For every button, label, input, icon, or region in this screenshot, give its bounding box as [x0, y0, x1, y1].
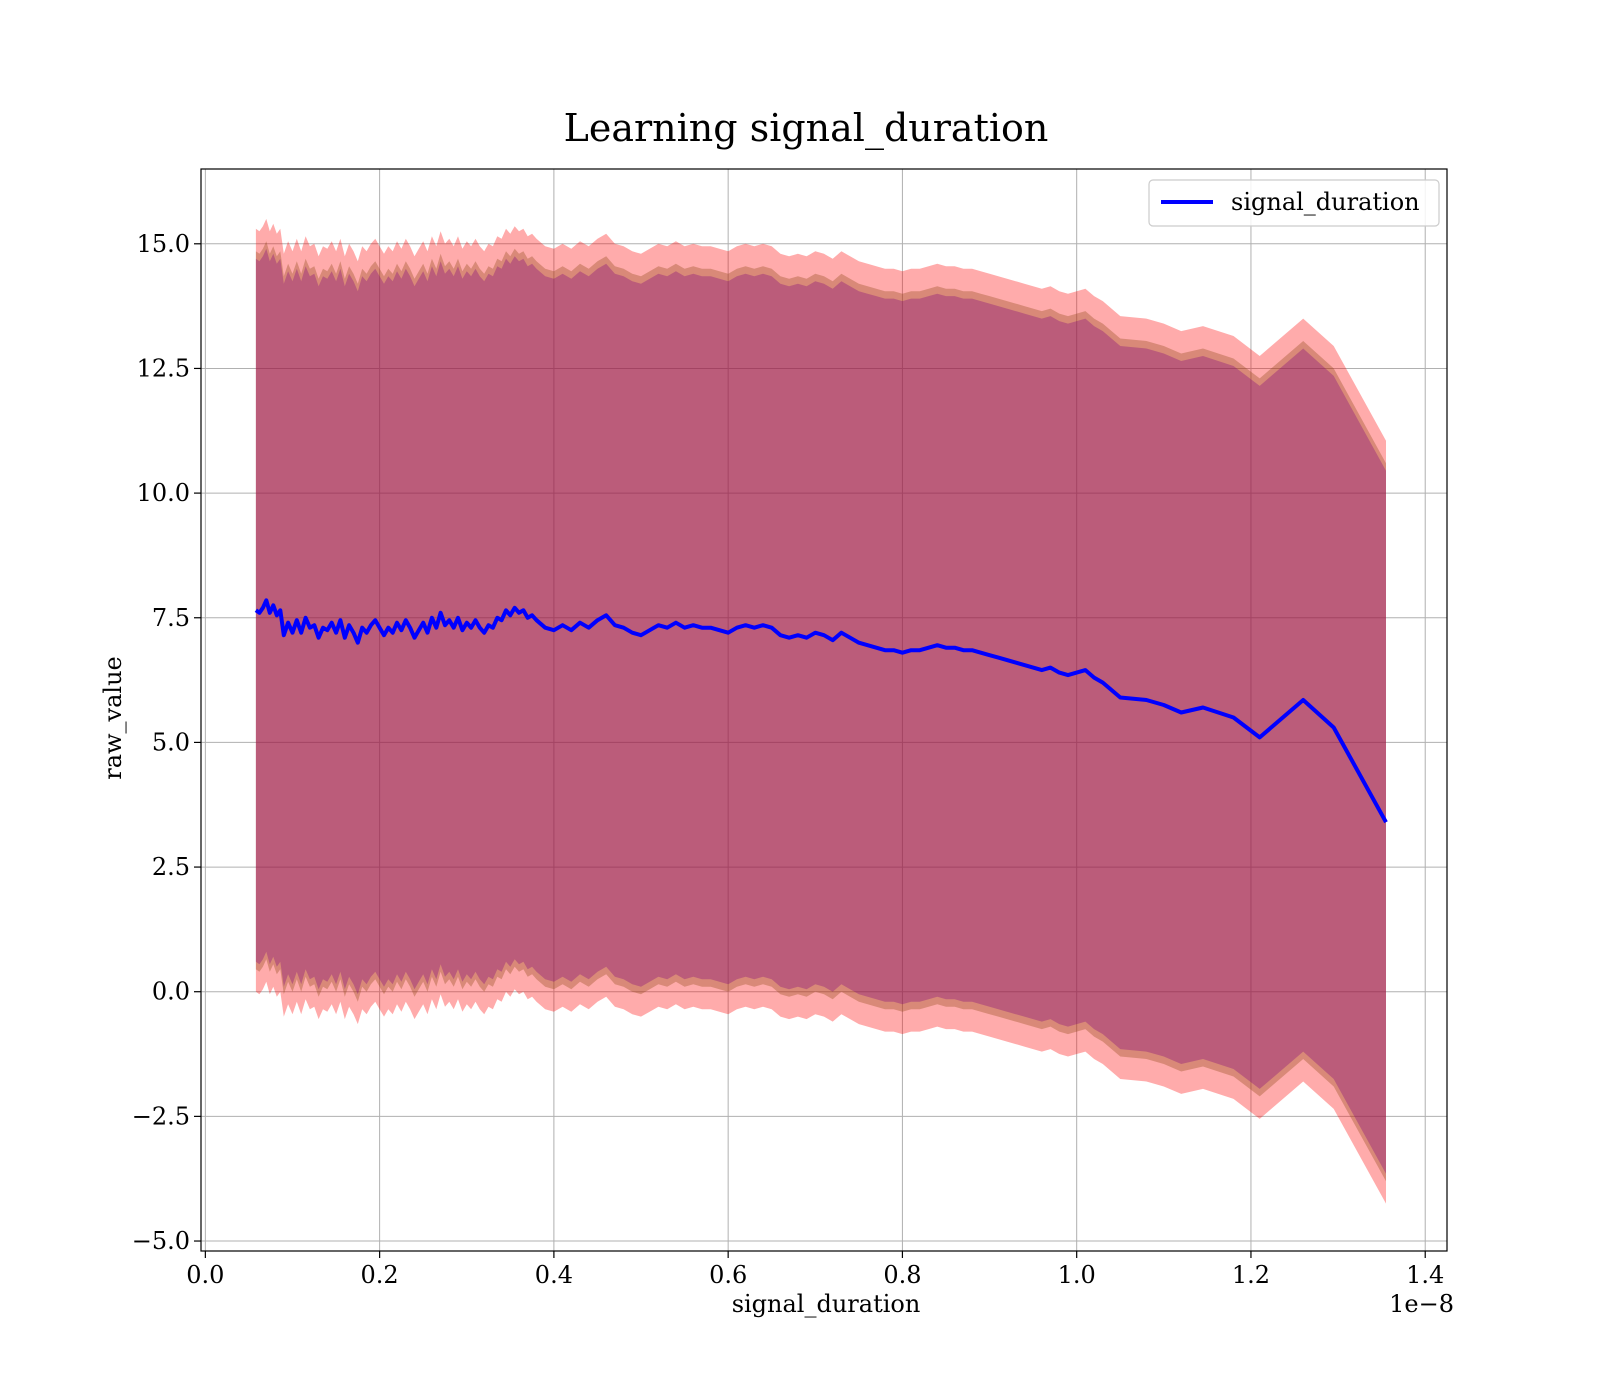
y-tick-label: 0.0 — [152, 978, 190, 1006]
y-tick-label: 12.5 — [137, 354, 190, 382]
x-tick-label: 0.6 — [709, 1261, 747, 1289]
x-tick-label: 1.4 — [1406, 1261, 1444, 1289]
y-tick-label: 15.0 — [137, 230, 190, 258]
x-tick-label: 0.2 — [361, 1261, 399, 1289]
band-middle — [255, 241, 1386, 1182]
series-line-signal_duration — [254, 598, 1388, 824]
band-inner — [255, 248, 1386, 1174]
y-tick-label: 10.0 — [137, 479, 190, 507]
plot-area: 0.0 0.2 0.4 0.6 0.8 1.0 1.2 1.4 −5.0 −2.5 0.0 2.5 5.… — [132, 168, 1448, 1289]
y-tick-label: −5.0 — [132, 1227, 190, 1255]
legend-frame — [1148, 179, 1440, 227]
plot-background — [201, 169, 1447, 1251]
gridlines — [201, 169, 1447, 1251]
x-axis-label: signal_duration — [732, 1290, 921, 1318]
plot-frame — [200, 168, 1448, 1252]
x-tick-label: 0.8 — [883, 1261, 921, 1289]
x-tick-label: 0.0 — [186, 1261, 224, 1289]
y-tick-label: 5.0 — [152, 728, 190, 756]
y-axis-label: raw_value — [99, 656, 127, 780]
y-tick-label: 2.5 — [152, 853, 190, 881]
band-outer — [255, 218, 1386, 1204]
x-tick-label: 1.0 — [1058, 1261, 1096, 1289]
x-tick-label: 1.2 — [1232, 1261, 1270, 1289]
legend: signal_duration — [1148, 179, 1440, 227]
legend-label: signal_duration — [1231, 188, 1420, 216]
y-tick-label: −2.5 — [132, 1102, 190, 1130]
x-tick-label: 0.4 — [535, 1261, 573, 1289]
chart-title: Learning signal_duration — [564, 106, 1049, 151]
y-tick-label: 7.5 — [152, 604, 190, 632]
x-axis-offset-label: 1e−8 — [1389, 1290, 1454, 1318]
